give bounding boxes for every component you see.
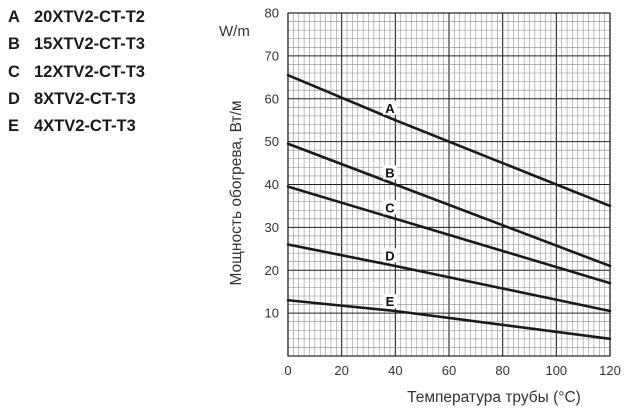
series-tag-bg: [382, 294, 397, 309]
series-tag-e: E: [386, 294, 395, 309]
y-axis-title: Мощность обогрева, Вт/м: [228, 100, 245, 285]
chart-grid: [287, 12, 611, 357]
series-tag-bg: [382, 165, 397, 180]
series-tag-d: D: [385, 248, 394, 263]
legend-key: B: [8, 35, 20, 54]
x-tick-label: 80: [495, 363, 509, 378]
plot-frame: [287, 12, 611, 357]
legend-key: C: [8, 62, 20, 81]
series-tag-bg: [382, 200, 397, 215]
series-line-b: [286, 142, 612, 268]
y-tick-label: 70: [265, 48, 279, 63]
legend-key: D: [8, 89, 20, 108]
series-line-d: [286, 243, 612, 313]
legend-label: 20XTV2-CT-T2: [34, 8, 145, 26]
legend-item-e: E 4XTV2-CT-T3: [8, 113, 145, 140]
series-tag-c: C: [385, 200, 395, 215]
legend-item-c: C 12XTV2-CT-T3: [8, 59, 145, 86]
series-legend: A 20XTV2-CT-T2 B 15XTV2-CT-T3 C 12XTV2-CT-T…: [8, 4, 145, 140]
y-tick-label: 10: [265, 306, 279, 321]
y-tick-label: 80: [265, 6, 279, 21]
y-tick-label: 20: [265, 263, 279, 278]
legend-key: E: [8, 117, 20, 136]
y-tick-label: 30: [265, 220, 279, 235]
x-axis-title: Температура трубы (°C): [407, 389, 581, 406]
x-tick-label: 0: [284, 363, 291, 378]
legend-key: A: [8, 8, 20, 26]
x-tick-label: 100: [545, 363, 567, 378]
y-tick-label: 50: [265, 134, 279, 149]
x-tick-label: 60: [442, 363, 456, 378]
legend-item-d: D 8XTV2-CT-T3: [8, 86, 145, 113]
y-tick-label: 40: [265, 177, 279, 192]
legend-item-a: A 20XTV2-CT-T2: [8, 4, 145, 31]
legend-label: 12XTV2-CT-T3: [34, 62, 145, 81]
legend-label: 4XTV2-CT-T3: [34, 117, 136, 136]
series-tag-bg: [382, 100, 397, 115]
legend-label: 15XTV2-CT-T3: [34, 35, 145, 54]
series-line-c: [286, 185, 612, 285]
x-tick-label: 20: [334, 363, 348, 378]
series-line-a: [286, 73, 612, 208]
series-line-e: [286, 298, 612, 341]
chart-axes: 0 20 40 60 80 100 120 10 20 30 40 50 60 70 80: [265, 6, 621, 379]
y-unit-label: W/m: [219, 23, 250, 40]
y-tick-label: 60: [265, 91, 279, 106]
legend-item-b: B 15XTV2-CT-T3: [8, 31, 145, 58]
x-tick-label: 120: [599, 363, 621, 378]
series-tag-a: A: [385, 101, 395, 116]
x-tick-label: 40: [388, 363, 402, 378]
series-tag-bg: [382, 248, 397, 263]
series-tag-b: B: [385, 165, 394, 180]
chart-series: A B C D E: [286, 73, 612, 341]
legend-label: 8XTV2-CT-T3: [34, 89, 136, 108]
